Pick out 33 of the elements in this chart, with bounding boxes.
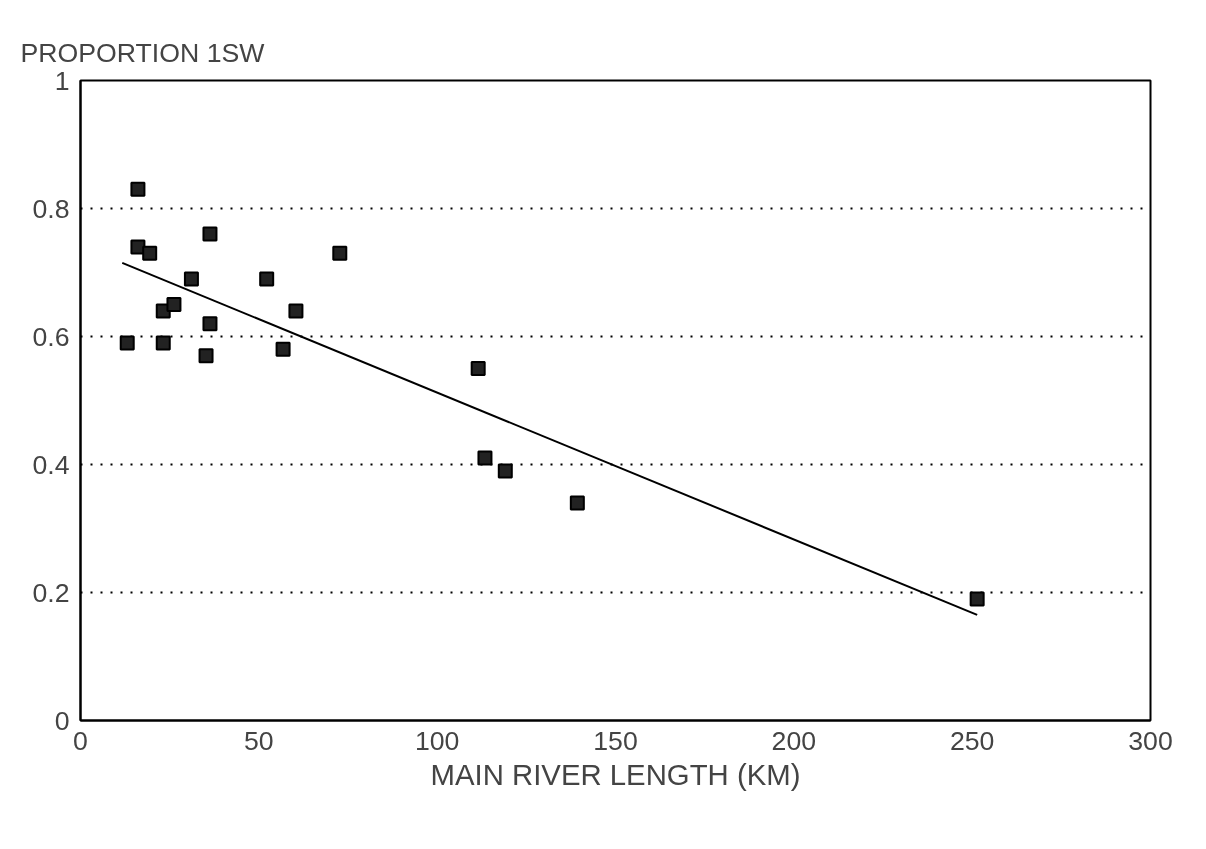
- y-tick-label: 0.4: [32, 449, 70, 480]
- point: [288, 303, 304, 319]
- y-tick-label: 0.6: [32, 321, 70, 352]
- y-tick-label: 0: [54, 705, 70, 736]
- point: [275, 341, 291, 357]
- point: [259, 271, 275, 287]
- point: [969, 591, 985, 607]
- point: [569, 495, 585, 511]
- point: [130, 181, 146, 197]
- point: [166, 297, 182, 312]
- point: [155, 335, 171, 351]
- y-tick-label: 0.2: [32, 577, 70, 608]
- point: [202, 226, 218, 242]
- x-axis-title: MAIN RIVER LENGTH (KM): [430, 757, 801, 791]
- x-tick-label: 50: [244, 725, 274, 756]
- point: [497, 463, 513, 479]
- y-axis-title: PROPORTION 1SW: [20, 38, 266, 68]
- x-tick-label: 250: [949, 725, 995, 756]
- x-tick-label: 150: [593, 725, 638, 756]
- point: [332, 245, 348, 261]
- point: [183, 271, 199, 287]
- point: [477, 450, 493, 466]
- y-tick-label: 1: [54, 65, 70, 96]
- x-tick-label: 300: [1128, 725, 1173, 756]
- point: [202, 316, 218, 332]
- y-tick-label: 0.8: [32, 193, 70, 224]
- point: [119, 335, 135, 351]
- point: [470, 361, 486, 376]
- point: [142, 245, 158, 261]
- x-tick-label: 100: [414, 725, 460, 756]
- point: [198, 348, 214, 364]
- x-tick-label: 200: [771, 725, 817, 756]
- point: [130, 239, 146, 255]
